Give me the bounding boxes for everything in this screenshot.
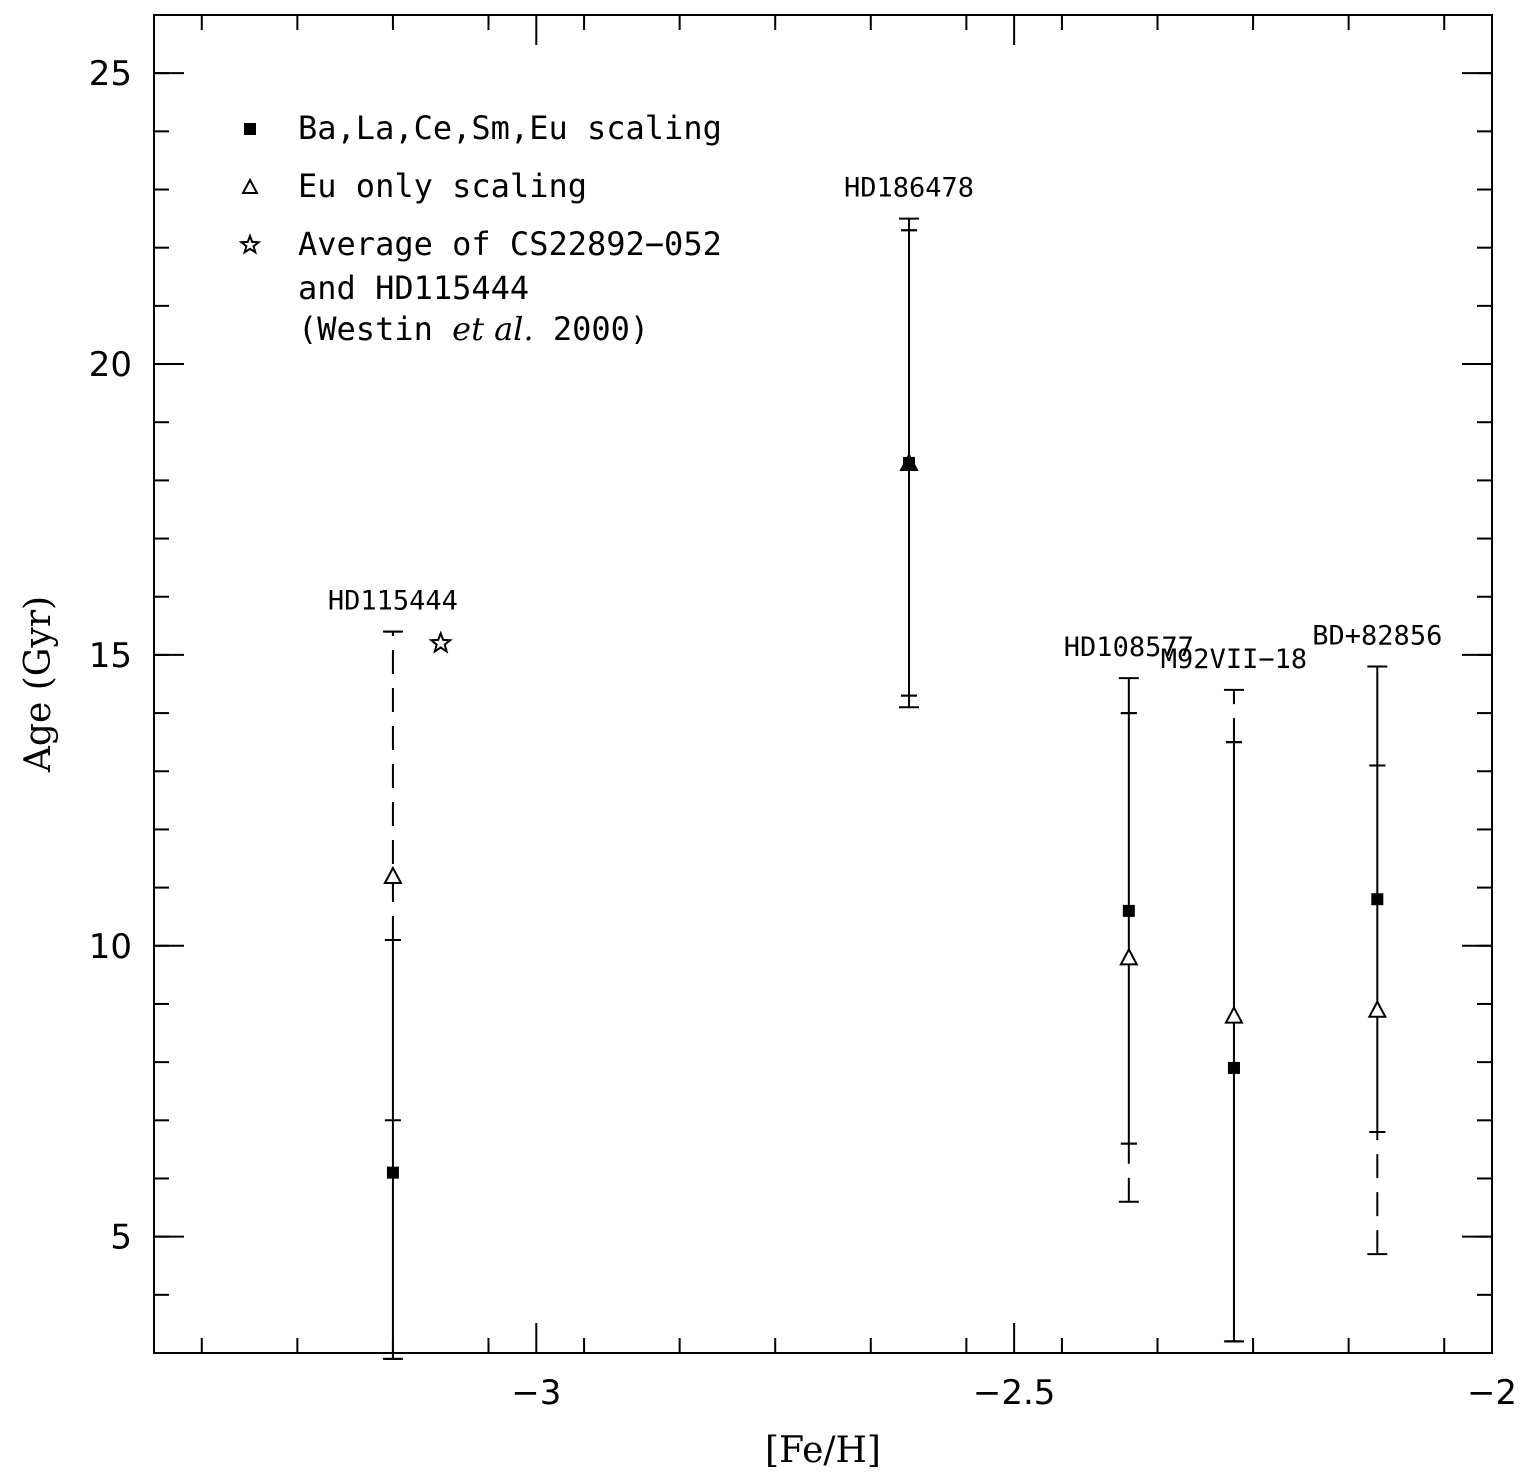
ba-scaling-square-marker — [1371, 893, 1384, 906]
legend-label-ba-scaling: Ba,La,Ce,Sm,Eu scaling — [298, 109, 722, 147]
star-labels: HD115444 HD186478 HD108577M92VII−18BD+8285… — [328, 173, 1442, 675]
legend-label-average-line3: (Westin et al. 2000) — [298, 310, 649, 348]
y-tick-label: 10 — [89, 927, 132, 967]
x-tick-label: −3 — [511, 1373, 561, 1413]
star-name-label: BD+82856 — [1312, 621, 1442, 652]
x-tick-label: −2 — [1467, 1373, 1517, 1413]
star-name-label: M92VII−18 — [1161, 644, 1307, 675]
legend-citation-prefix: (Westin — [298, 310, 452, 348]
star-name-label: HD186478 — [844, 173, 974, 204]
eu-scaling-triangle-marker — [1119, 947, 1139, 966]
legend-label-average-line2: and HD115444 — [298, 269, 529, 307]
y-tick-label: 15 — [89, 636, 132, 676]
star-name-label: HD108577 — [1064, 632, 1194, 663]
y-tick-label: 25 — [89, 54, 132, 94]
star-name-label: HD115444 — [328, 586, 458, 617]
legend-square-marker — [244, 123, 256, 135]
legend-label-eu-scaling: Eu only scaling — [298, 167, 587, 205]
legend-citation-suffix: 2000) — [534, 310, 650, 348]
y-tick-label: 20 — [89, 345, 132, 385]
axis-ticks — [154, 15, 1493, 1353]
legend: Ba,La,Ce,Sm,Eu scaling Eu only scaling A… — [238, 109, 722, 348]
y-tick-label: 5 — [110, 1218, 132, 1258]
legend-triangle-marker — [241, 177, 259, 194]
eu-scaling-triangle-marker — [383, 865, 403, 884]
plot-frame — [153, 14, 1493, 1354]
ba-scaling-square-marker — [386, 1166, 399, 1179]
legend-citation-italic: et al. — [452, 310, 533, 348]
legend-star-marker — [238, 233, 262, 255]
axis-tick-labels: −3 −2.5 −2 5 10 15 20 25 — [89, 54, 1517, 1413]
ba-scaling-square-marker — [1227, 1061, 1240, 1074]
legend-label-average: Average of CS22892−052 — [298, 225, 722, 263]
average-star-marker — [428, 630, 453, 654]
y-axis-title: Age (Gyr) — [18, 596, 59, 773]
eu-scaling-triangle-marker — [1367, 999, 1387, 1018]
ba-scaling-square-marker — [903, 456, 916, 469]
eu-scaling-triangle-marker — [1224, 1005, 1244, 1024]
ba-scaling-square-marker — [1122, 904, 1135, 917]
x-tick-label: −2.5 — [973, 1373, 1056, 1413]
x-axis-title: [Fe/H] — [765, 1430, 881, 1471]
data-series — [382, 217, 1388, 1360]
